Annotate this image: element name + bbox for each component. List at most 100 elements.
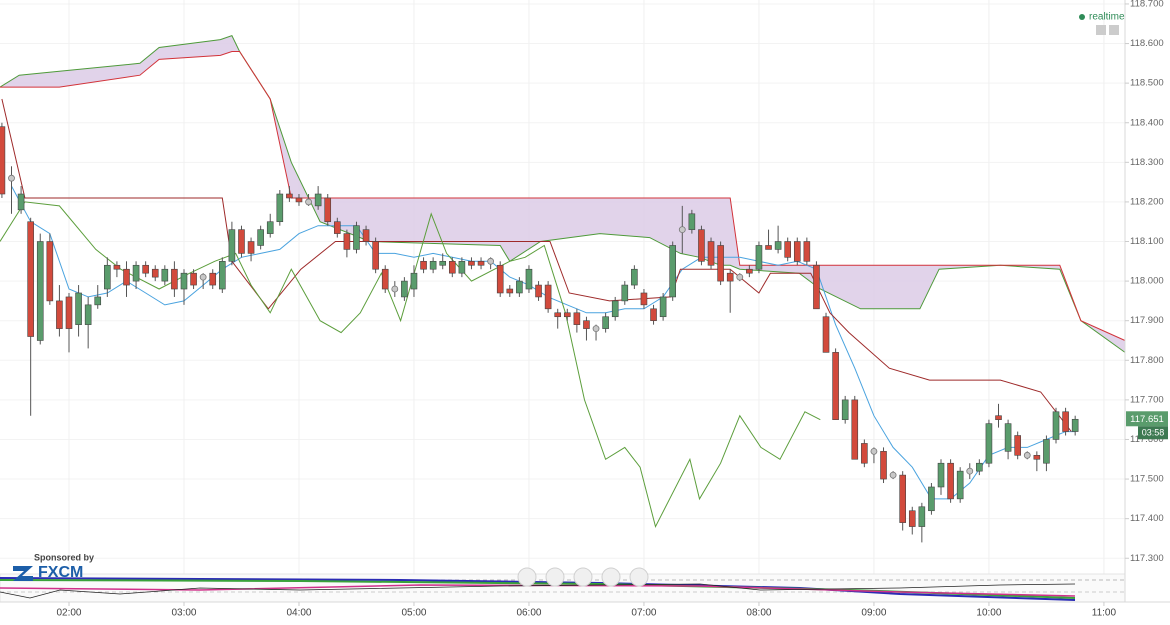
toolbar-button[interactable] <box>1109 25 1119 35</box>
candle-body <box>899 474 906 523</box>
candles <box>0 122 1079 543</box>
candle-body <box>928 486 935 512</box>
candle-body <box>257 229 264 246</box>
candle-body <box>908 510 916 527</box>
candle-body <box>937 462 945 488</box>
candle-body <box>659 296 667 318</box>
candle-body <box>276 193 284 223</box>
status-label: realtime <box>1089 12 1125 23</box>
candle-body <box>46 241 54 302</box>
candle-body <box>583 320 590 329</box>
y-tick-label: 118.400 <box>1130 117 1164 128</box>
candle-body <box>180 272 188 290</box>
y-tick-label: 117.500 <box>1130 474 1164 485</box>
candle-body <box>669 245 677 298</box>
candle-body <box>36 241 44 341</box>
status-dot <box>1079 14 1085 20</box>
candle-body <box>717 245 724 282</box>
candle-body <box>334 221 341 234</box>
cloud-fill <box>0 35 1125 353</box>
candle-body <box>286 193 293 199</box>
candle-body <box>640 292 648 306</box>
candle-body <box>219 261 226 290</box>
candle-body <box>477 261 485 266</box>
grid <box>0 0 1125 602</box>
candle-body <box>113 264 121 270</box>
candle-body <box>535 284 542 298</box>
candle-doji <box>736 273 744 281</box>
candle-body <box>190 272 197 286</box>
x-tick-label: 02:00 <box>56 608 81 619</box>
candle-body <box>1071 418 1079 432</box>
axes: 117.300 117.400 117.500 117.600 117.700 117.8… <box>56 0 1168 619</box>
zoom-button[interactable] <box>545 567 565 587</box>
candle-body <box>209 272 217 286</box>
sponsor-label: Sponsored by <box>34 552 94 562</box>
y-tick-label: 118.300 <box>1130 157 1164 168</box>
zoom-button[interactable] <box>517 567 537 587</box>
candle-body <box>688 213 696 230</box>
x-tick-label: 09:00 <box>861 608 886 619</box>
candle-body <box>372 241 379 270</box>
candle-body <box>439 261 447 266</box>
candle-body <box>707 241 715 266</box>
candle-body <box>381 268 389 290</box>
x-tick-label: 05:00 <box>401 608 426 619</box>
candle-body <box>525 268 533 290</box>
candle-body <box>84 304 92 325</box>
candle-body <box>228 229 236 262</box>
candle-body <box>650 308 657 321</box>
y-tick-label: 118.600 <box>1130 38 1164 49</box>
candle-body <box>851 399 859 460</box>
candle-body <box>803 241 811 262</box>
candle-body <box>1062 411 1069 432</box>
candle-body <box>698 229 705 262</box>
candle-body <box>841 399 849 420</box>
candle-body <box>410 272 418 290</box>
zoom-button[interactable] <box>601 567 621 587</box>
candle-body <box>956 470 964 500</box>
navigator <box>0 567 1126 603</box>
candle-doji <box>1023 451 1031 459</box>
candle-doji <box>592 325 600 333</box>
zoom-controls[interactable] <box>517 567 649 587</box>
candle-body <box>161 268 169 282</box>
candle-body <box>1004 423 1012 452</box>
candle-body <box>1043 439 1050 464</box>
candle-body <box>123 268 130 286</box>
candle-body <box>448 261 456 274</box>
x-tick-label: 06:00 <box>516 608 541 619</box>
candle-body <box>17 193 25 211</box>
zoom-button[interactable] <box>573 567 593 587</box>
candle-body <box>295 197 303 203</box>
candle-body <box>976 462 983 472</box>
x-tick-label: 03:00 <box>171 608 196 619</box>
zoom-button[interactable] <box>629 567 649 587</box>
candle-body <box>353 225 360 250</box>
y-tick-label: 117.600 <box>1130 434 1164 445</box>
candle-body <box>563 312 571 318</box>
candle-body <box>142 264 149 274</box>
candle-body <box>314 193 322 207</box>
toolbar-button[interactable] <box>1096 25 1106 35</box>
candle-body <box>429 261 437 270</box>
candle-body <box>362 229 370 242</box>
candle-doji <box>8 174 15 182</box>
candle-body <box>343 233 351 250</box>
candle-body <box>104 264 111 290</box>
candle-doji <box>199 273 207 281</box>
candle-doji <box>870 447 878 455</box>
candle-body <box>544 284 552 310</box>
candle-doji <box>391 285 399 293</box>
candle-body <box>56 300 63 329</box>
candle-body <box>755 245 763 270</box>
candle-body <box>420 261 427 270</box>
candle-body <box>995 415 1002 420</box>
candle-body <box>985 423 993 464</box>
candle-body <box>27 221 34 337</box>
indicator-line <box>0 201 821 528</box>
candle-body <box>496 264 504 294</box>
candle-body <box>324 197 332 223</box>
